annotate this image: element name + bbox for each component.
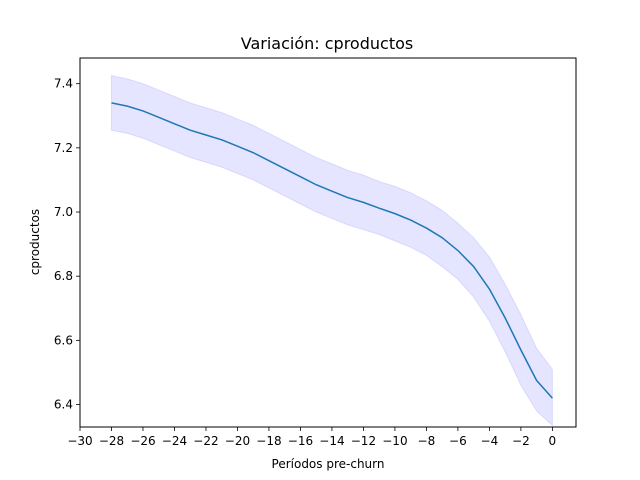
- x-tick-label: −24: [162, 434, 187, 448]
- x-tick-label: −4: [481, 434, 499, 448]
- axes-frame: [79, 57, 577, 428]
- y-axis-label: cproductos: [28, 209, 42, 275]
- x-tick-label: −2: [512, 434, 530, 448]
- x-tick-label: −6: [449, 434, 467, 448]
- y-tick-label: 7.0: [54, 205, 73, 219]
- x-tick-label: −22: [193, 434, 218, 448]
- x-tick-label: −14: [319, 434, 344, 448]
- x-tick-label: −30: [67, 434, 92, 448]
- x-axis-label: Períodos pre-churn: [272, 457, 385, 471]
- x-tick-label: −10: [382, 434, 407, 448]
- x-tick-label: 0: [549, 434, 557, 448]
- x-tick-label: −20: [225, 434, 250, 448]
- x-axis: −30 −28 −26 −24 −22 −20 −18 −16 −14 −12 −10 −8 −6 −4−…: [67, 427, 556, 448]
- confidence-band: [110, 75, 553, 427]
- plot-area: [110, 75, 553, 427]
- y-tick-label: 6.4: [54, 398, 73, 412]
- y-tick-label: 6.6: [54, 333, 73, 347]
- x-tick-label: −16: [288, 434, 313, 448]
- y-tick-label: 7.2: [54, 141, 73, 155]
- series-line: [111, 102, 553, 399]
- y-tick-label: 7.4: [54, 77, 73, 91]
- x-tick-label: −8: [418, 434, 436, 448]
- x-tick-label: −12: [351, 434, 376, 448]
- x-tick-label: −18: [256, 434, 281, 448]
- x-tick-label: −28: [99, 434, 124, 448]
- y-axis: 6.4 6.6 6.8 7.0 7.2 7.4: [54, 77, 80, 412]
- y-tick-label: 6.8: [54, 269, 73, 283]
- chart-title: Variación: cproductos: [241, 34, 413, 53]
- x-tick-label: −26: [130, 434, 155, 448]
